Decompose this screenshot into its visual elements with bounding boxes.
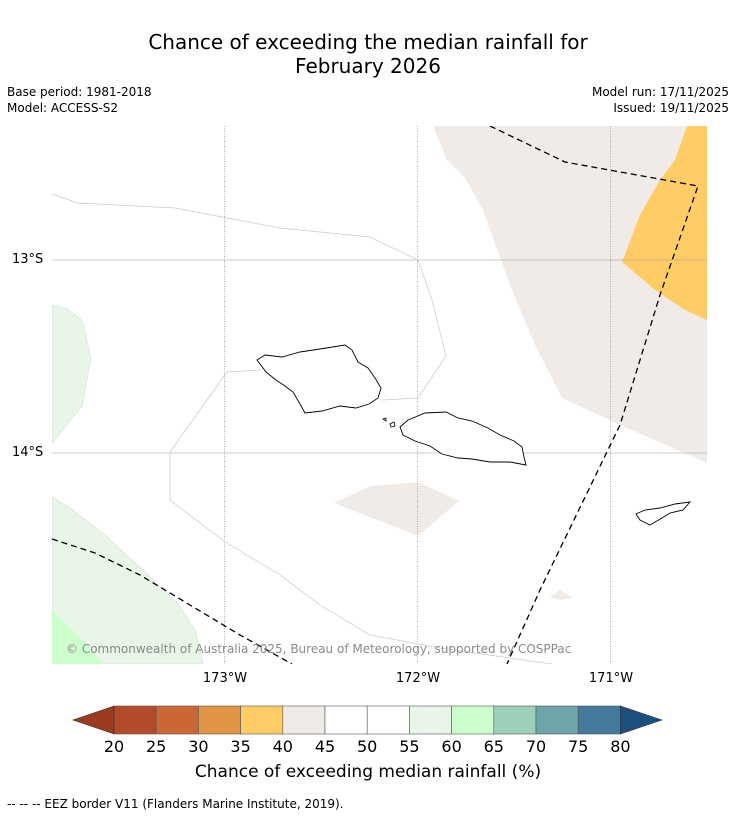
shade-40-45-northeast (433, 126, 707, 463)
colorbar-swatch (155, 705, 199, 735)
boundary-line-west (169, 369, 553, 664)
map-panel (52, 126, 707, 664)
model-run: Model run: 17/11/2025 (591, 85, 729, 99)
colorbar-tick-label: 30 (188, 737, 209, 756)
colorbar-tick-label: 45 (314, 737, 336, 756)
colorbar-swatch (366, 705, 410, 735)
colorbar-tick-label: 20 (103, 737, 125, 756)
shade-40-45-small-patch (550, 590, 572, 600)
colorbar-swatch (198, 705, 241, 735)
colorbar-tick-label: 80 (610, 737, 631, 756)
colorbar-swatch (577, 705, 621, 735)
colorbar-swatch (324, 705, 368, 735)
lon-label-171w: 171°W (588, 671, 634, 686)
colorbar-swatch (282, 705, 326, 735)
colorbar-tick-label: 40 (272, 737, 293, 756)
colorbar-tick-label: 75 (568, 737, 589, 756)
colorbar-tick-label: 65 (483, 737, 504, 756)
colorbar-swatch (113, 705, 157, 735)
colorbar-swatch (535, 705, 579, 735)
colorbar-over-arrow (620, 705, 663, 735)
lat-label-13s: 13°S (12, 252, 44, 267)
colorbar-tick-label: 70 (525, 737, 547, 756)
eez-border-southwest (52, 538, 293, 664)
island-upolu (399, 411, 527, 466)
map-title-line2: February 2026 (295, 54, 441, 78)
islet-manono (389, 421, 396, 428)
colorbar (72, 705, 663, 735)
meta-right: Model run: 17/11/2025 Issued: 19/11/2025 (592, 84, 729, 116)
meta-left: Base period: 1981-2018 Model: ACCESS-S2 (7, 84, 152, 116)
islet-apolima (382, 417, 387, 422)
colorbar-under-arrow (72, 705, 115, 735)
model-name: Model: ACCESS-S2 (7, 101, 119, 115)
colorbar-tick-label: 60 (441, 737, 462, 756)
colorbar-tick-label: 35 (230, 737, 251, 756)
shade-60-65-southwest (52, 610, 102, 664)
shade-55-60-southwest (52, 496, 204, 664)
lon-label-172w: 172°W (395, 671, 441, 686)
colorbar-tick-label: 50 (357, 737, 378, 756)
eez-footnote: -- -- -- EEZ border V11 (Flanders Marine… (7, 797, 344, 811)
colorbar-swatch (240, 705, 284, 735)
colorbar-title: Chance of exceeding median rainfall (%) (194, 762, 542, 782)
base-period: Base period: 1981-2018 (7, 85, 152, 99)
map-title-line1: Chance of exceeding the median rainfall … (148, 30, 588, 54)
issued-date: Issued: 19/11/2025 (613, 101, 729, 115)
shade-55-60-west (52, 304, 92, 444)
shade-40-45-central (334, 482, 459, 536)
colorbar-swatch (409, 705, 452, 735)
copyright-notice: © Commonwealth of Australia 2025, Bureau… (66, 642, 572, 656)
map-title: Chance of exceeding the median rainfall … (0, 30, 736, 78)
colorbar-tick-label: 55 (399, 737, 420, 756)
boundary-line-north (52, 193, 447, 401)
colorbar-swatch (493, 705, 537, 735)
colorbar-swatch (451, 705, 495, 735)
lon-label-173w: 173°W (202, 671, 248, 686)
eez-border-north (489, 126, 699, 664)
shade-35-40-northeast (622, 126, 707, 320)
island-savaii (256, 344, 382, 414)
colorbar-tick-label: 25 (146, 737, 167, 756)
island-tutuila (635, 501, 692, 526)
lat-label-14s: 14°S (12, 445, 44, 460)
